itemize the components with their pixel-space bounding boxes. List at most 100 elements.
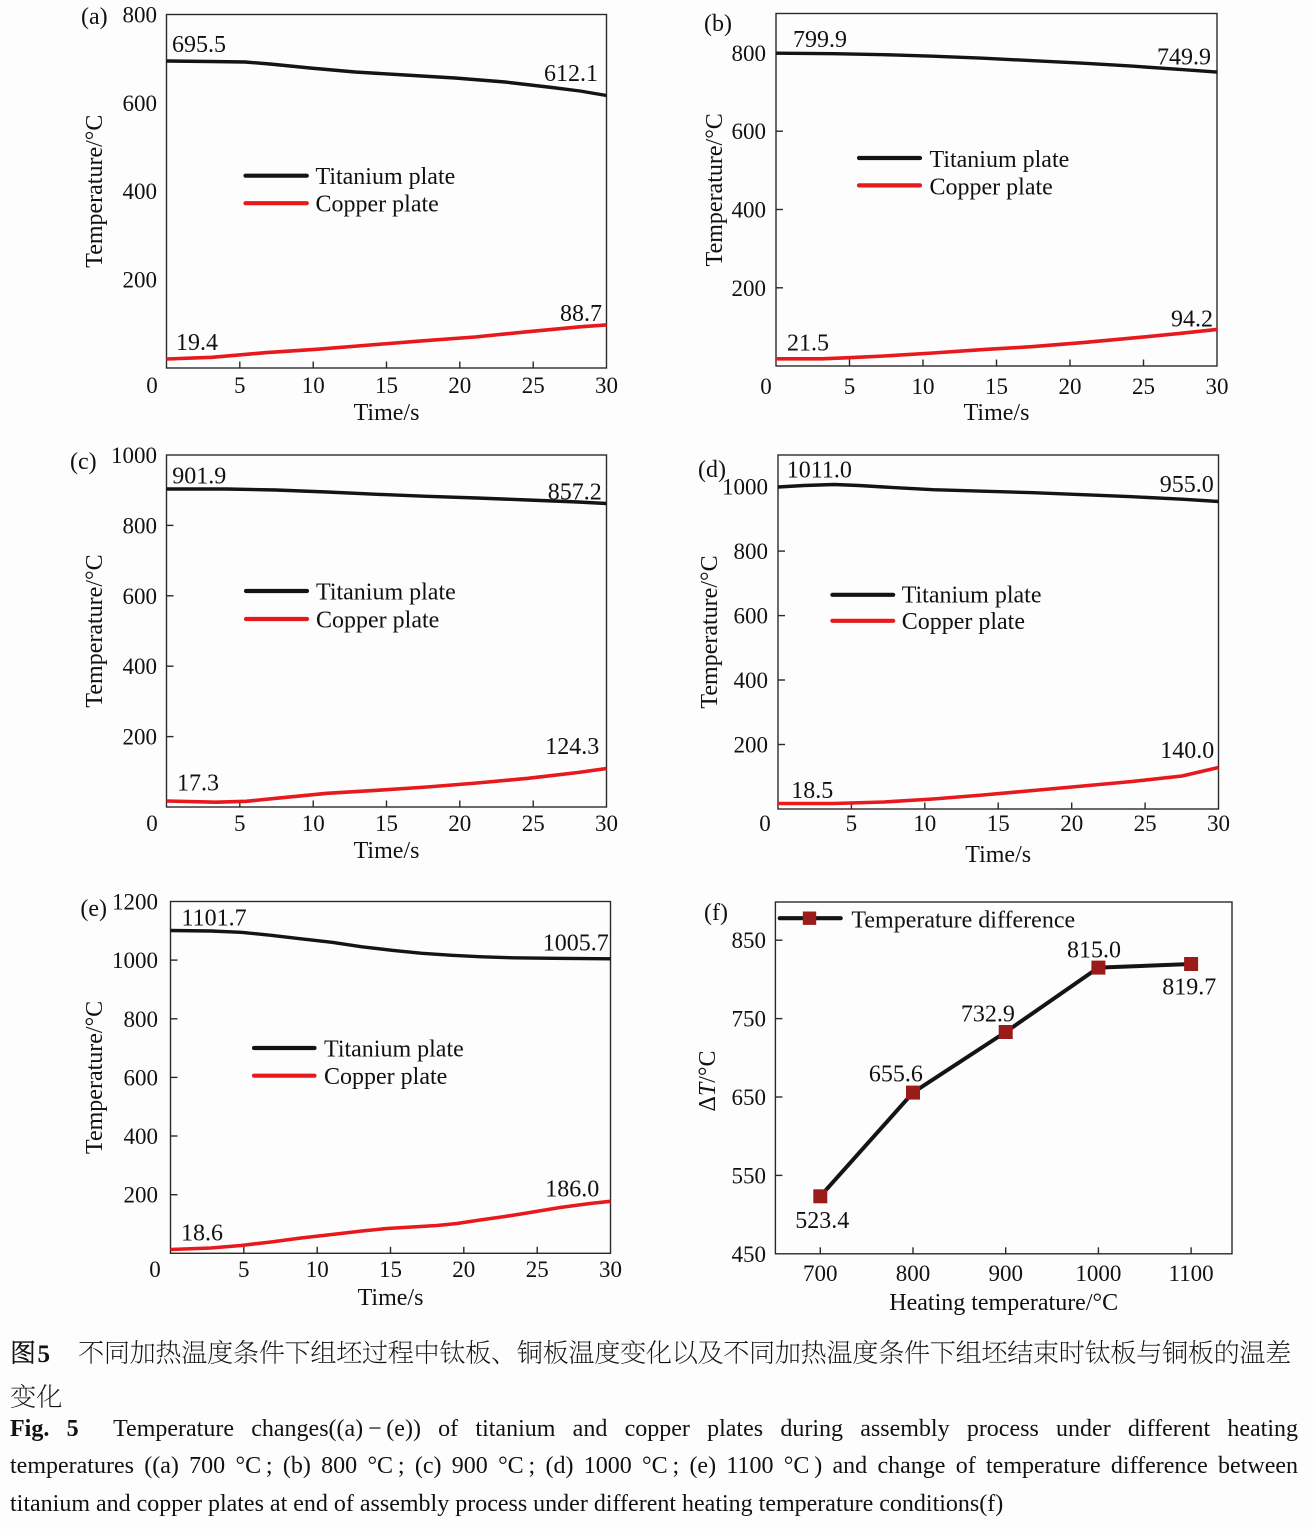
svg-text:400: 400	[123, 179, 158, 204]
svg-text:819.7: 819.7	[1162, 974, 1216, 1000]
svg-text:5: 5	[844, 374, 856, 399]
svg-text:1000: 1000	[1075, 1261, 1121, 1286]
svg-text:124.3: 124.3	[545, 734, 599, 760]
svg-text:400: 400	[734, 668, 769, 693]
svg-text:Copper plate: Copper plate	[324, 1064, 447, 1090]
svg-text:600: 600	[124, 1065, 159, 1090]
svg-text:732.9: 732.9	[961, 1002, 1015, 1028]
svg-text:600: 600	[732, 119, 767, 144]
svg-text:1100: 1100	[1169, 1261, 1214, 1286]
svg-text:200: 200	[123, 268, 158, 293]
svg-text:800: 800	[896, 1261, 931, 1286]
svg-text:655.6: 655.6	[869, 1061, 923, 1087]
svg-text:140.0: 140.0	[1160, 738, 1214, 764]
svg-text:15: 15	[987, 811, 1010, 836]
svg-text:523.4: 523.4	[795, 1208, 849, 1234]
svg-text:19.4: 19.4	[176, 330, 218, 356]
svg-text:695.5: 695.5	[172, 32, 226, 58]
svg-text:Time/s: Time/s	[965, 842, 1031, 868]
svg-text:Time/s: Time/s	[354, 838, 420, 864]
svg-text:400: 400	[732, 198, 767, 223]
svg-text:25: 25	[1132, 374, 1155, 399]
svg-text:5: 5	[846, 811, 858, 836]
svg-text:15: 15	[379, 1257, 402, 1282]
svg-text:857.2: 857.2	[548, 479, 602, 505]
svg-text:30: 30	[595, 811, 618, 836]
svg-text:749.9: 749.9	[1157, 45, 1211, 71]
svg-text:Temperature/°C: Temperature/°C	[697, 555, 723, 708]
svg-text:1000: 1000	[112, 948, 158, 973]
svg-text:0: 0	[146, 373, 158, 398]
svg-text:Temperature difference: Temperature difference	[851, 908, 1075, 934]
svg-text:Titanium plate: Titanium plate	[930, 147, 1070, 173]
svg-text:20: 20	[448, 811, 471, 836]
svg-text:600: 600	[123, 91, 158, 116]
svg-text:Copper plate: Copper plate	[930, 174, 1053, 200]
svg-text:800: 800	[124, 1007, 159, 1032]
svg-text:94.2: 94.2	[1171, 307, 1213, 333]
svg-text:ΔT/°C: ΔT/°C	[695, 1050, 721, 1111]
svg-text:20: 20	[1059, 374, 1082, 399]
svg-text:20: 20	[452, 1257, 475, 1282]
svg-text:30: 30	[595, 373, 618, 398]
svg-text:700: 700	[803, 1261, 838, 1286]
svg-text:20: 20	[1060, 811, 1083, 836]
svg-text:600: 600	[734, 604, 769, 629]
svg-text:10: 10	[912, 374, 935, 399]
svg-text:186.0: 186.0	[545, 1177, 599, 1203]
svg-text:400: 400	[124, 1124, 159, 1149]
svg-text:1200: 1200	[112, 890, 158, 915]
svg-text:600: 600	[123, 584, 158, 609]
svg-text:799.9: 799.9	[793, 27, 847, 53]
svg-text:Heating temperature/°C: Heating temperature/°C	[889, 1290, 1118, 1316]
svg-text:200: 200	[734, 733, 769, 758]
svg-text:0: 0	[760, 374, 772, 399]
svg-text:(d): (d)	[698, 457, 726, 483]
svg-text:21.5: 21.5	[787, 331, 829, 357]
svg-text:650: 650	[732, 1085, 767, 1110]
svg-text:30: 30	[1207, 811, 1230, 836]
svg-text:200: 200	[124, 1183, 159, 1208]
svg-text:800: 800	[734, 539, 769, 564]
svg-text:Time/s: Time/s	[964, 400, 1030, 426]
svg-text:25: 25	[522, 373, 545, 398]
svg-text:200: 200	[123, 725, 158, 750]
svg-text:5: 5	[238, 1257, 250, 1282]
svg-text:1005.7: 1005.7	[543, 930, 609, 956]
svg-text:850: 850	[732, 928, 767, 953]
svg-text:(c): (c)	[70, 449, 97, 475]
svg-text:0: 0	[146, 811, 158, 836]
svg-text:Copper plate: Copper plate	[316, 192, 439, 218]
svg-text:550: 550	[732, 1163, 767, 1188]
svg-text:Titanium plate: Titanium plate	[902, 583, 1042, 609]
svg-text:900: 900	[988, 1261, 1023, 1286]
svg-text:Titanium plate: Titanium plate	[316, 580, 456, 606]
svg-text:815.0: 815.0	[1067, 938, 1121, 964]
svg-text:Temperature/°C: Temperature/°C	[82, 554, 108, 707]
svg-text:18.5: 18.5	[791, 778, 833, 804]
svg-text:450: 450	[732, 1242, 767, 1267]
svg-text:15: 15	[375, 811, 398, 836]
svg-text:200: 200	[732, 276, 767, 301]
svg-text:Time/s: Time/s	[354, 400, 420, 426]
svg-text:1101.7: 1101.7	[182, 906, 247, 932]
svg-text:15: 15	[985, 374, 1008, 399]
svg-text:10: 10	[913, 811, 936, 836]
svg-text:612.1: 612.1	[544, 61, 598, 87]
svg-text:Time/s: Time/s	[358, 1285, 424, 1311]
svg-text:800: 800	[732, 41, 767, 66]
svg-text:25: 25	[526, 1257, 549, 1282]
svg-text:(e): (e)	[80, 896, 107, 922]
svg-text:5: 5	[234, 811, 246, 836]
svg-text:30: 30	[1206, 374, 1229, 399]
svg-text:400: 400	[123, 654, 158, 679]
svg-text:25: 25	[1134, 811, 1157, 836]
svg-text:0: 0	[759, 811, 771, 836]
svg-text:(f): (f)	[704, 900, 728, 926]
svg-text:10: 10	[306, 1257, 329, 1282]
svg-text:25: 25	[522, 811, 545, 836]
svg-text:Temperature/°C: Temperature/°C	[82, 1001, 108, 1154]
svg-text:1000: 1000	[722, 475, 768, 500]
svg-text:(a): (a)	[81, 4, 108, 30]
svg-text:(b): (b)	[704, 11, 732, 37]
